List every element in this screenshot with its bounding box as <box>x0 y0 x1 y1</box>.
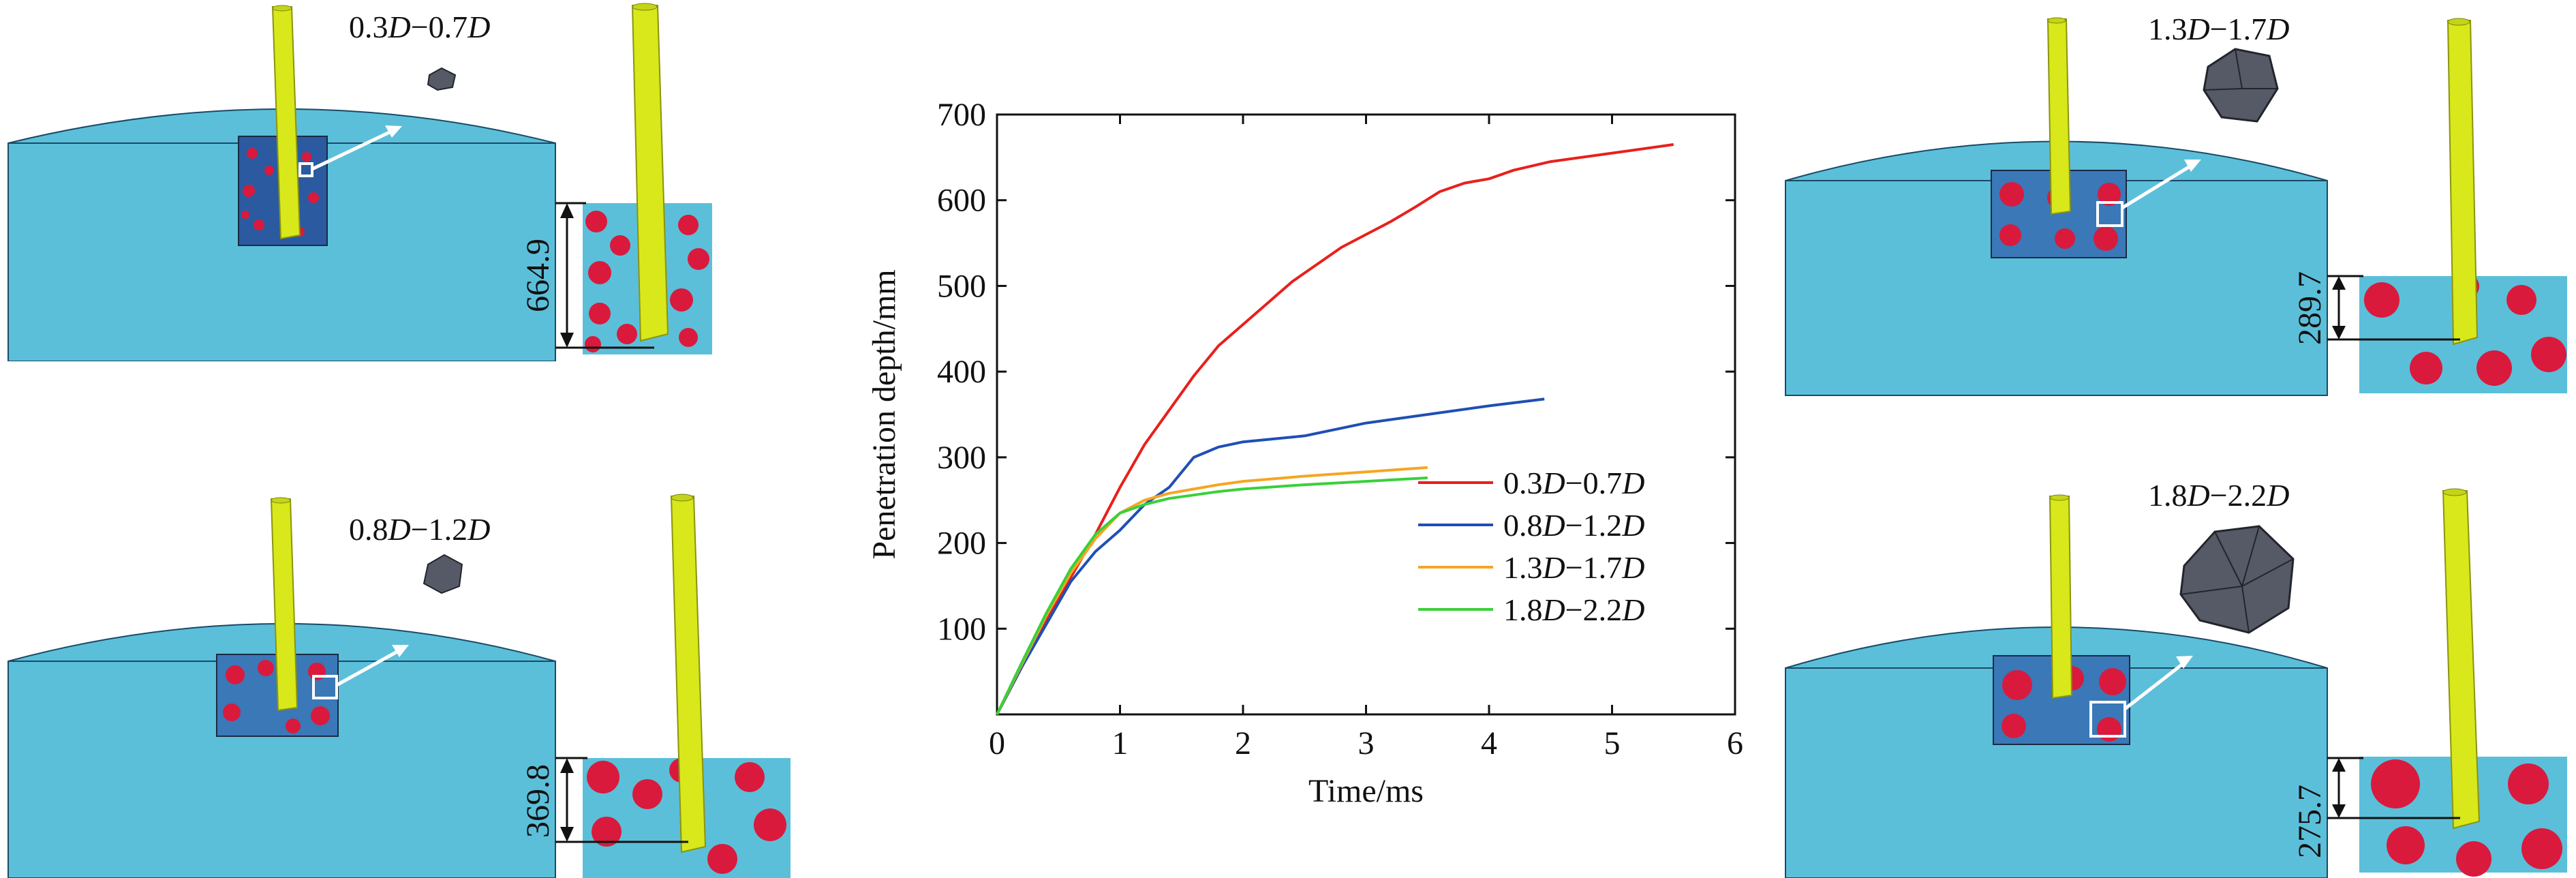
projectile-rod <box>2049 496 2073 699</box>
legend: 0.3D−0.7D 0.8D−1.2D 1.3D−1.7D 1.8D−2.2D <box>1418 466 1644 627</box>
penetration-depth-label: 289.7 <box>2292 271 2328 345</box>
zoom-marker <box>2089 701 2126 738</box>
simulation-panel-3: 1.3D−1.7D 289.7 <box>1785 12 2567 396</box>
aggregate-icon <box>2179 525 2295 634</box>
y-tick-label: 400 <box>937 354 986 390</box>
x-axis: 0 1 2 3 4 5 6 <box>989 115 1743 761</box>
series-line-4 <box>996 476 1428 715</box>
x-tick-label: 3 <box>1358 725 1375 761</box>
zoom-marker <box>312 675 338 699</box>
series-lines <box>996 143 1674 715</box>
x-tick-label: 6 <box>1727 725 1743 761</box>
legend-label: 0.8D−1.2D <box>1503 508 1644 543</box>
x-tick-label: 5 <box>1604 725 1621 761</box>
x-tick-label: 1 <box>1112 725 1129 761</box>
y-axis-label: Penetration depth/mm <box>866 269 902 559</box>
y-tick-label: 100 <box>937 611 986 647</box>
x-tick-label: 0 <box>989 725 1005 761</box>
y-axis: 100 200 300 400 500 600 700 <box>937 97 1735 647</box>
y-tick-label: 300 <box>937 440 986 476</box>
legend-label: 1.3D−1.7D <box>1503 550 1644 585</box>
target-body <box>1785 140 2328 396</box>
simulation-panel-1: 0.3D−0.7D 664.9 <box>7 3 712 361</box>
y-tick-label: 700 <box>937 97 986 133</box>
x-tick-label: 2 <box>1235 725 1251 761</box>
panel-size-label: 1.3D−1.7D <box>2148 12 2289 46</box>
y-tick-label: 500 <box>937 268 986 304</box>
projectile-rod-inset <box>2447 20 2479 346</box>
zoom-marker <box>298 162 313 177</box>
legend-label: 0.3D−0.7D <box>1503 466 1644 500</box>
aggregate-icon <box>423 554 463 594</box>
x-axis-label: Time/ms <box>1308 773 1424 809</box>
aggregate-icon <box>2203 48 2279 123</box>
panel-size-label: 1.8D−2.2D <box>2148 478 2289 513</box>
panel-size-label: 0.8D−1.2D <box>349 512 490 547</box>
target-body <box>1785 626 2328 878</box>
y-tick-label: 200 <box>937 526 986 562</box>
y-tick-label: 600 <box>937 183 986 219</box>
panel-size-label: 0.3D−0.7D <box>349 10 490 44</box>
zoom-marker <box>2096 201 2123 227</box>
x-tick-label: 4 <box>1481 725 1497 761</box>
projectile-rod <box>2046 18 2072 215</box>
simulation-panel-4: 1.8D−2.2D 275.7 <box>1785 478 2567 878</box>
penetration-depth-label: 369.8 <box>520 764 556 838</box>
penetration-depth-label: 275.7 <box>2292 785 2328 858</box>
legend-label: 1.8D−2.2D <box>1503 592 1644 627</box>
penetration-depth-label: 664.9 <box>520 239 556 312</box>
aggregate-icon <box>427 67 457 91</box>
simulation-panel-2: 0.8D−1.2D 369.8 <box>7 494 791 878</box>
target-body <box>7 623 556 878</box>
series-line-2 <box>996 397 1545 715</box>
series-line-3 <box>996 466 1428 715</box>
